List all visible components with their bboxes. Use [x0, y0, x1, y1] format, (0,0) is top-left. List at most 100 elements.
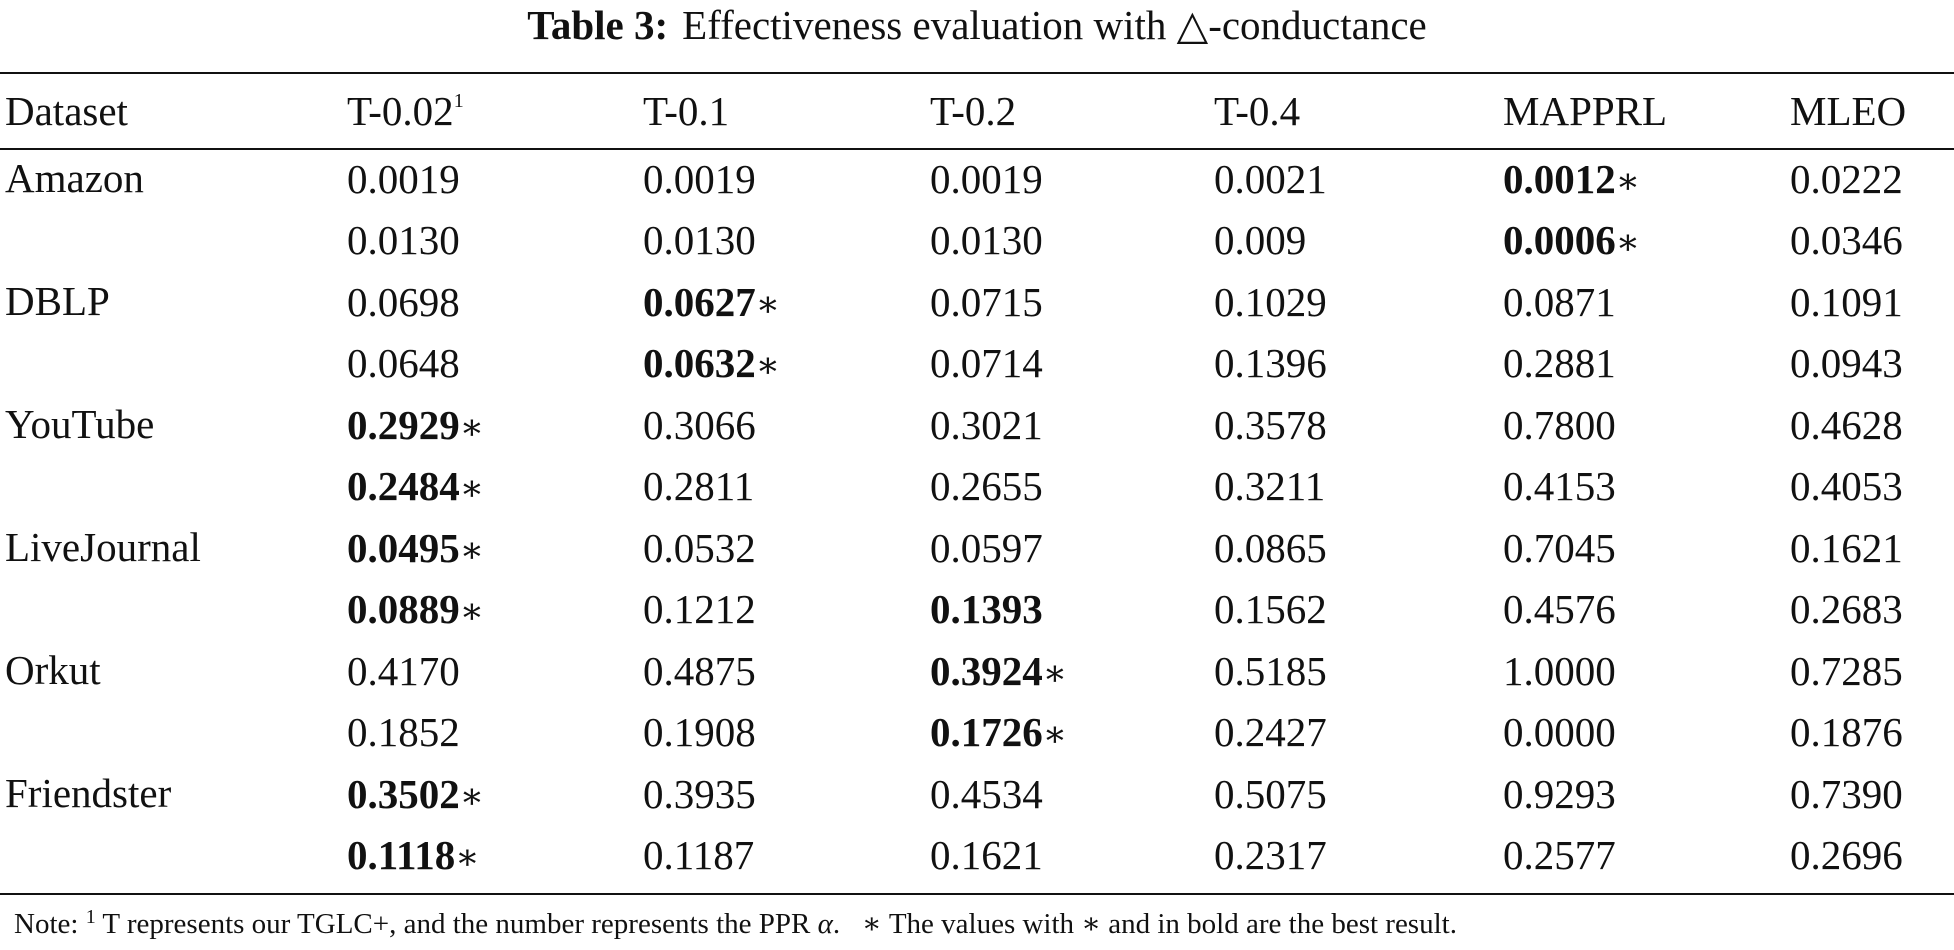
table-cell: 0.7800 — [1503, 394, 1790, 456]
cell-value: 0.9293 — [1503, 770, 1616, 817]
table-cell: 0.0019 — [643, 148, 930, 210]
cell-value: 0.1852 — [347, 709, 460, 756]
cell-value: 0.3066 — [643, 401, 756, 448]
cell-value: 0.3211 — [1214, 463, 1326, 510]
cell-value: 0.7045 — [1503, 524, 1616, 571]
dataset-name: Orkut — [5, 647, 101, 693]
table-cell: 0.2929∗ — [347, 394, 643, 456]
table-cell: 0.0012∗ — [1503, 148, 1790, 210]
table-cell: 0.9293 — [1503, 763, 1790, 825]
note-alpha: α — [817, 908, 833, 940]
cell-value: 0.2811 — [643, 463, 755, 510]
table-cell: 0.0889∗ — [347, 579, 643, 641]
column-header: T-0.4 — [1214, 74, 1503, 148]
cell-value: 0.4576 — [1503, 586, 1616, 633]
table-cell: 0.0130 — [930, 210, 1214, 272]
dataset-name: DBLP — [5, 278, 110, 324]
cell-value: 0.7800 — [1503, 401, 1616, 448]
best-value: 0.1393 — [930, 586, 1043, 633]
table-cell: 0.1118∗ — [347, 825, 643, 887]
cell-value: 0.0943 — [1790, 340, 1903, 387]
cell-value: 0.2683 — [1790, 586, 1903, 633]
table-cell: 0.7285 — [1790, 640, 1954, 702]
table-cell: 0.3502∗ — [347, 763, 643, 825]
table-cell: 0.0943 — [1790, 333, 1954, 395]
cell-value: 0.0871 — [1503, 278, 1616, 325]
table-cell: 0.1562 — [1214, 579, 1503, 641]
column-header: T-0.1 — [643, 74, 930, 148]
best-value: 0.1118 — [347, 832, 456, 879]
table-cell: 0.0648 — [347, 333, 643, 395]
cell-value: 0.1091 — [1790, 278, 1903, 325]
dataset-name: YouTube — [5, 401, 155, 447]
table-cell: 0.3935 — [643, 763, 930, 825]
cell-value: 0.2655 — [930, 463, 1043, 510]
table-cell: 0.2577 — [1503, 825, 1790, 887]
table-row: 0.2484∗ 0.2811 0.2655 0.3211 0.4153 0.4053 — [0, 456, 1954, 518]
column-header: T-0.2 — [930, 74, 1214, 148]
cell-value: 0.0714 — [930, 340, 1043, 387]
table-row: 0.0648 0.0632∗ 0.0714 0.1396 0.2881 0.0943 — [0, 333, 1954, 395]
table-cell: 0.0019 — [347, 148, 643, 210]
column-header-label: T-0.2 — [930, 88, 1017, 134]
table-cell: 0.0698 — [347, 271, 643, 333]
table-cell: 0.3578 — [1214, 394, 1503, 456]
cell-value: 0.1908 — [643, 709, 756, 756]
cell-value: 0.0130 — [930, 217, 1043, 264]
table-row: Amazon 0.0019 0.0019 0.0019 0.0021 0.0012∗ 0.0… — [0, 148, 1954, 210]
column-header-label: Dataset — [5, 88, 128, 134]
cell-value: 0.2577 — [1503, 832, 1616, 879]
cell-value: 0.2881 — [1503, 340, 1616, 387]
table-cell: 0.4153 — [1503, 456, 1790, 518]
best-value: 0.2929 — [347, 401, 460, 448]
best-marker: ∗ — [755, 345, 781, 386]
table-caption: Table 3: Effectiveness evaluation with △-… — [0, 0, 1954, 58]
best-marker: ∗ — [755, 283, 781, 324]
cell-value: 0.0648 — [347, 340, 460, 387]
table-cell: 0.2317 — [1214, 825, 1503, 887]
table-cell: 0.7390 — [1790, 763, 1954, 825]
table-row: 0.1118∗ 0.1187 0.1621 0.2317 0.2577 0.2696 — [0, 825, 1954, 887]
cell-value: 1.0000 — [1503, 647, 1616, 694]
table-cell: 0.4576 — [1503, 579, 1790, 641]
footnote-mark: 1 — [453, 90, 464, 112]
top-rule — [0, 72, 1954, 74]
best-value: 0.2484 — [347, 463, 460, 510]
table-row: LiveJournal 0.0495∗ 0.0532 0.0597 0.0865 0.70… — [0, 517, 1954, 579]
table-cell: 0.1852 — [347, 702, 643, 764]
dataset-name: Friendster — [5, 770, 172, 816]
table-cell: 0.2696 — [1790, 825, 1954, 887]
cell-value: 0.0597 — [930, 524, 1043, 571]
best-value: 0.3502 — [347, 770, 460, 817]
table-row: YouTube 0.2929∗ 0.3066 0.3021 0.3578 0.7800 0.… — [0, 394, 1954, 456]
table-cell: 0.1908 — [643, 702, 930, 764]
best-marker: ∗ — [455, 837, 480, 878]
cell-value: 0.7390 — [1790, 770, 1903, 817]
header-row: Dataset T-0.021 T-0.1 T-0.2 T-0.4 MAPPRL MLEO — [0, 74, 1954, 148]
best-marker: ∗ — [459, 775, 485, 816]
table-cell: 0.1029 — [1214, 271, 1503, 333]
cell-value: 0.1876 — [1790, 709, 1903, 756]
table-cell: 0.0222 — [1790, 148, 1954, 210]
table-cell: 0.0627∗ — [643, 271, 930, 333]
table-cell: 0.0000 — [1503, 702, 1790, 764]
table-cell: 0.1726∗ — [930, 702, 1214, 764]
best-marker: ∗ — [1615, 222, 1641, 263]
table-cell: 0.0865 — [1214, 517, 1503, 579]
cell-value: 0.4170 — [347, 647, 460, 694]
best-marker: ∗ — [1042, 652, 1068, 693]
table-cell: 0.1212 — [643, 579, 930, 641]
table-cell: 0.1091 — [1790, 271, 1954, 333]
cell-value: 0.4628 — [1790, 401, 1903, 448]
best-value: 0.0495 — [347, 524, 460, 571]
table-cell: 0.4053 — [1790, 456, 1954, 518]
table-row: 0.0130 0.0130 0.0130 0.009 0.0006∗ 0.0346 — [0, 210, 1954, 272]
table-cell: 0.0021 — [1214, 148, 1503, 210]
best-marker: ∗ — [459, 468, 485, 509]
table-row: Orkut 0.4170 0.4875 0.3924∗ 0.5185 1.0000 0.72… — [0, 640, 1954, 702]
header-rule — [0, 148, 1954, 150]
cell-value: 0.5185 — [1214, 647, 1327, 694]
table-cell: 0.4628 — [1790, 394, 1954, 456]
table-cell: 0.5075 — [1214, 763, 1503, 825]
table-cell: 1.0000 — [1503, 640, 1790, 702]
